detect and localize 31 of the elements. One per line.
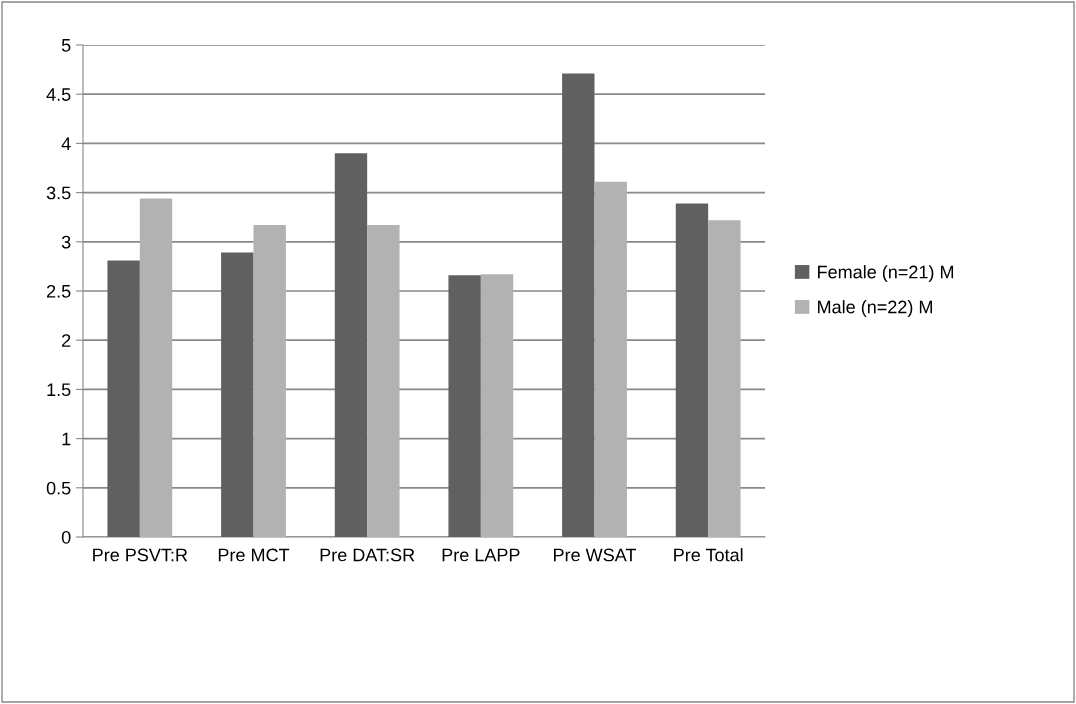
bar	[480, 274, 514, 537]
x-tick-label: Pre LAPP	[442, 548, 520, 562]
legend-label: Female (n=21) M	[818, 265, 954, 282]
x-tick-label: Pre DAT:SR	[320, 548, 415, 562]
bar	[675, 203, 709, 537]
bar	[221, 252, 254, 537]
bar	[594, 181, 627, 537]
bar	[448, 275, 481, 537]
bar	[334, 153, 368, 537]
bar	[253, 225, 286, 537]
x-tick-label: Pre Total	[674, 548, 743, 562]
x-tick-label: Pre MCT	[218, 548, 290, 562]
y-tick-label: 3	[61, 235, 71, 249]
y-tick-label: 2.5	[47, 284, 71, 298]
y-tick-label: 1	[62, 432, 71, 446]
bar	[107, 260, 140, 537]
y-tick-label: 5	[61, 39, 71, 52]
y-tick-label: 0	[61, 530, 71, 544]
y-tick-label: 1.5	[47, 383, 71, 397]
x-tick-label: Pre WSAT	[554, 548, 637, 562]
bar	[367, 225, 400, 537]
y-tick-label: 4	[61, 137, 71, 150]
bar	[139, 198, 173, 537]
legend-label: Male (n=22) M	[818, 300, 932, 317]
y-tick-label: 0.5	[46, 481, 71, 495]
bar	[562, 73, 595, 537]
y-tick-label: 2	[62, 334, 71, 347]
bar	[708, 220, 741, 537]
x-tick-label: Pre PSVT:R	[93, 548, 188, 562]
y-tick-label: 3.5	[46, 186, 71, 200]
y-tick-label: 4.5	[46, 88, 71, 101]
